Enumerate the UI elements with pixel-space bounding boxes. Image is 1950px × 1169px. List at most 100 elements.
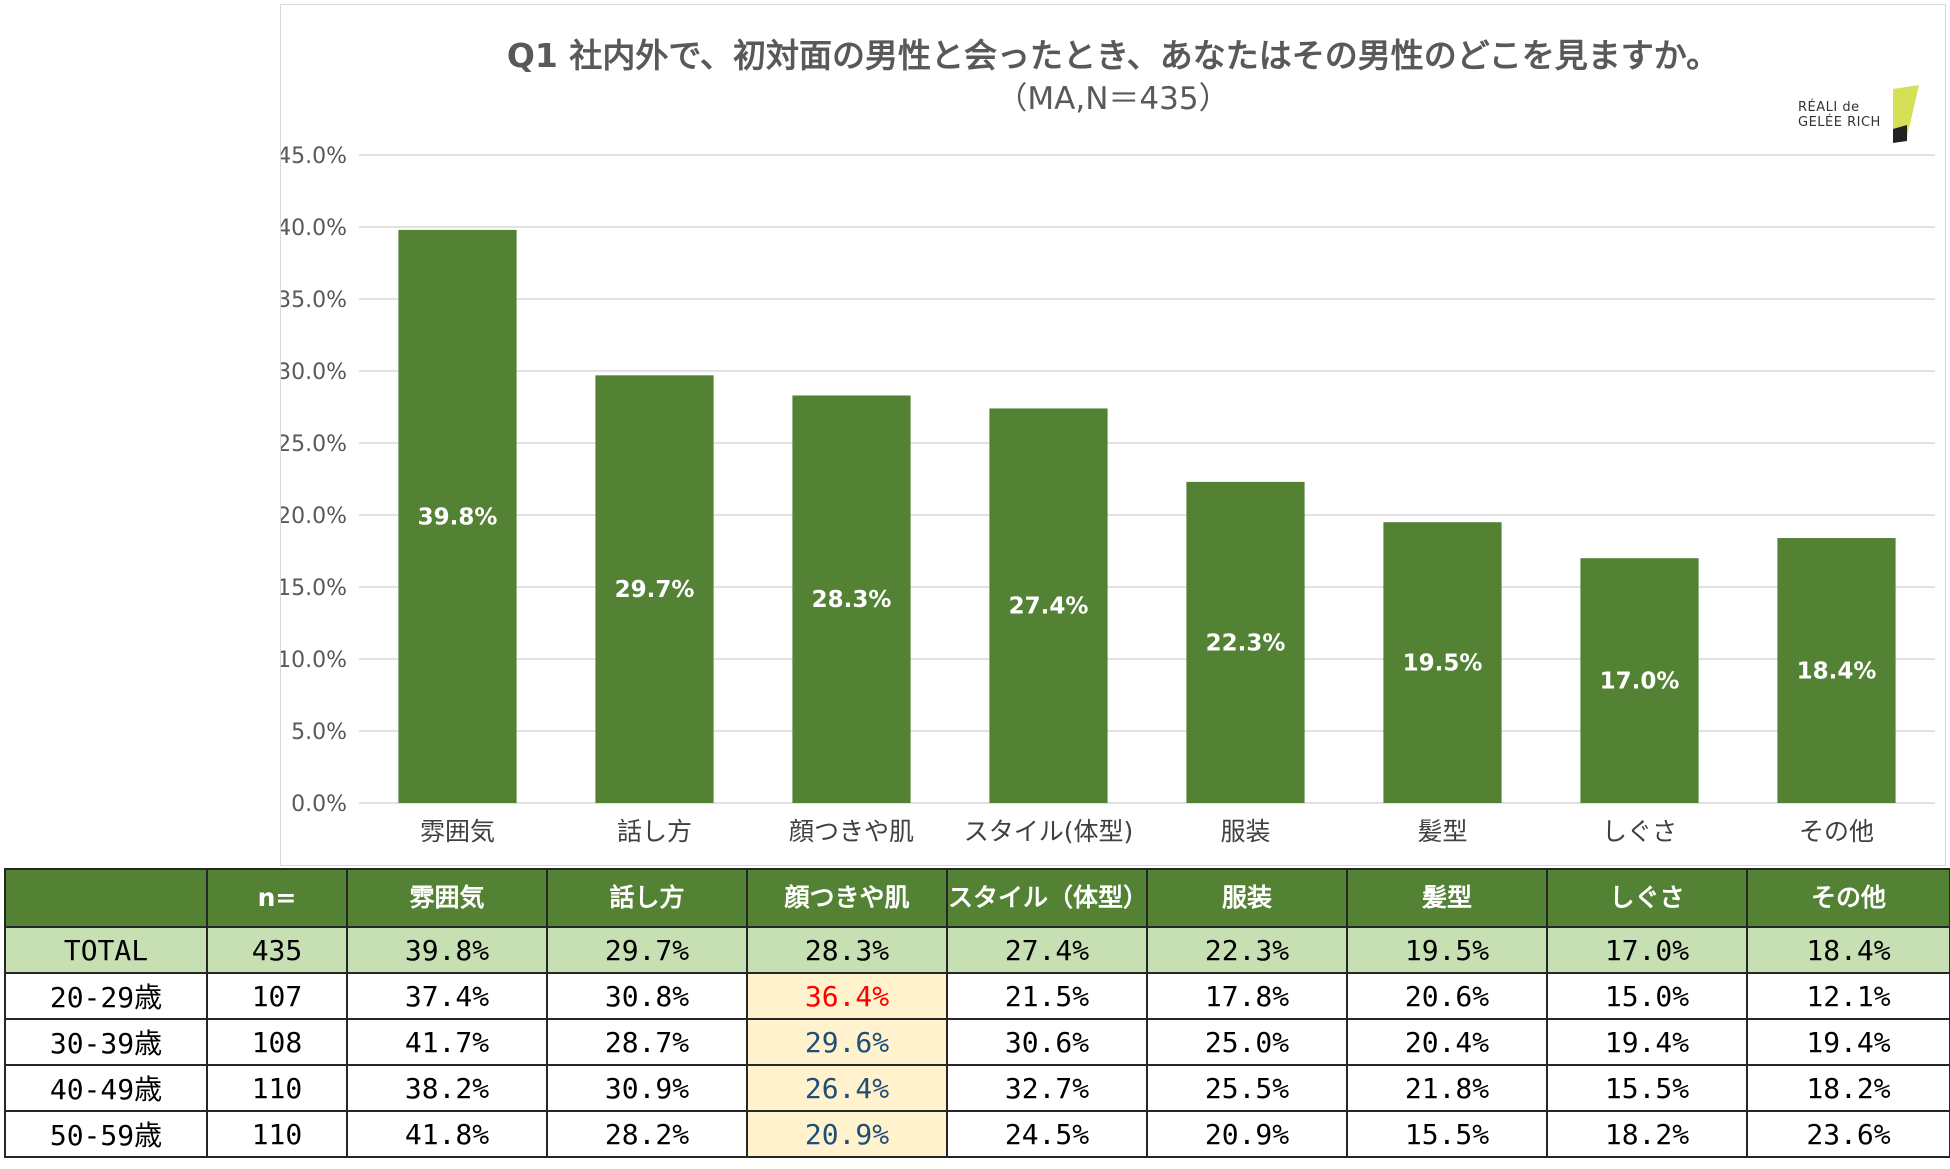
x-tick-label: 服装	[1220, 817, 1270, 846]
bar	[1580, 558, 1699, 803]
row-label: 50-59歳	[4, 1110, 208, 1158]
y-tick-label: 15.0%	[281, 576, 347, 601]
header-atmosphere: 雰囲気	[346, 868, 548, 928]
y-tick-label: 45.0%	[281, 144, 347, 169]
chart-subtitle: （MA,N＝435）	[996, 81, 1229, 117]
y-tick-label: 35.0%	[281, 288, 347, 313]
table-cell: 29.7%	[546, 926, 748, 974]
brand-logo: RÉALI de GELÉE RICH	[1798, 85, 1919, 143]
table-cell: 18.2%	[1746, 1064, 1950, 1112]
table-cell: 25.5%	[1146, 1064, 1348, 1112]
bar	[1777, 538, 1896, 803]
header-hairstyle: 髪型	[1346, 868, 1548, 928]
table-cell: 28.3%	[746, 926, 948, 974]
table-cell: 15.5%	[1546, 1064, 1748, 1112]
bar	[1186, 481, 1305, 803]
x-tick-label: しぐさ	[1602, 817, 1677, 846]
row-label: 20-29歳	[4, 972, 208, 1020]
bar-data-label: 29.7%	[615, 577, 695, 603]
table-cell: 19.4%	[1546, 1018, 1748, 1066]
data-table: n= 雰囲気 話し方 顔つきや肌 スタイル（体型） 服装 髪型 しぐさ その他 …	[4, 868, 1950, 1158]
bar	[398, 229, 517, 803]
table-cell: 18.2%	[1546, 1110, 1748, 1158]
table-cell: 24.5%	[946, 1110, 1148, 1158]
y-tick-label: 20.0%	[281, 504, 347, 529]
logo-mark-icon	[1893, 85, 1919, 141]
table-cell: 30.8%	[546, 972, 748, 1020]
bar-data-label: 27.4%	[1009, 594, 1089, 620]
table-row: 30-39歳 108 41.7% 28.7% 29.6% 30.6% 25.0% 20.4% 1…	[4, 1018, 1950, 1066]
table-row: TOTAL 435 39.8% 29.7% 28.3% 27.4% 22.3% 19.5% 17…	[4, 926, 1950, 974]
header-gestures: しぐさ	[1546, 868, 1748, 928]
y-tick-label: 10.0%	[281, 648, 347, 673]
table-cell: 20.9%	[1146, 1110, 1348, 1158]
table-cell: 39.8%	[346, 926, 548, 974]
table-cell: 110	[206, 1110, 348, 1158]
table-cell: 23.6%	[1746, 1110, 1950, 1158]
table-cell: 18.4%	[1746, 926, 1950, 974]
table-cell: 21.8%	[1346, 1064, 1548, 1112]
table-cell: 30.6%	[946, 1018, 1148, 1066]
x-tick-label: 雰囲気	[420, 817, 495, 846]
table-cell: 36.4%	[746, 972, 948, 1020]
logo-line2: GELÉE RICH	[1798, 114, 1881, 130]
table-cell: 41.7%	[346, 1018, 548, 1066]
table-cell: 27.4%	[946, 926, 1148, 974]
header-style: スタイル（体型）	[946, 868, 1148, 928]
y-tick-label: 40.0%	[281, 216, 347, 241]
table-cell: 32.7%	[946, 1064, 1148, 1112]
table-cell: 15.0%	[1546, 972, 1748, 1020]
chart-panel: Q1 社内外で、初対面の男性と会ったとき、あなたはその男性のどこを見ますか。 （…	[280, 4, 1946, 866]
table-cell: 108	[206, 1018, 348, 1066]
table-row: 40-49歳 110 38.2% 30.9% 26.4% 32.7% 25.5% 21.8% 1…	[4, 1064, 1950, 1112]
x-tick-label: その他	[1799, 817, 1874, 846]
bar-data-label: 19.5%	[1403, 651, 1483, 677]
header-other: その他	[1746, 868, 1950, 928]
chart-title: Q1 社内外で、初対面の男性と会ったとき、あなたはその男性のどこを見ますか。	[507, 36, 1719, 75]
header-n: n=	[206, 868, 348, 928]
bar	[792, 395, 911, 803]
table-cell: 26.4%	[746, 1064, 948, 1112]
table-cell: 12.1%	[1746, 972, 1950, 1020]
table-cell: 15.5%	[1346, 1110, 1548, 1158]
x-tick-label: 話し方	[617, 817, 692, 846]
table-cell: 30.9%	[546, 1064, 748, 1112]
table-cell: 41.8%	[346, 1110, 548, 1158]
x-tick-label: 髪型	[1417, 817, 1467, 846]
logo-cap-icon	[1893, 125, 1907, 143]
header-speech: 話し方	[546, 868, 748, 928]
table-row: 20-29歳 107 37.4% 30.8% 36.4% 21.5% 17.8% 20.6% 1…	[4, 972, 1950, 1020]
table-cell: 19.4%	[1746, 1018, 1950, 1066]
bar	[989, 408, 1108, 803]
y-tick-label: 0.0%	[291, 792, 347, 817]
table-cell: 29.6%	[746, 1018, 948, 1066]
table-cell: 38.2%	[346, 1064, 548, 1112]
row-label: 40-49歳	[4, 1064, 208, 1112]
y-tick-label: 30.0%	[281, 360, 347, 385]
table-cell: 25.0%	[1146, 1018, 1348, 1066]
table-cell: 20.9%	[746, 1110, 948, 1158]
bar-data-label: 39.8%	[418, 504, 498, 530]
bars: 39.8% 雰囲気 29.7% 話し方 28.3% 顔つきや肌 27.4% スタイル(体型) 2…	[398, 229, 1896, 846]
x-tick-label: 顔つきや肌	[789, 817, 914, 846]
table-cell: 17.8%	[1146, 972, 1348, 1020]
table-row: 50-59歳 110 41.8% 28.2% 20.9% 24.5% 20.9% 15.5% 1…	[4, 1110, 1950, 1158]
bar-data-label: 18.4%	[1797, 659, 1877, 685]
header-corner	[4, 868, 208, 928]
row-label: TOTAL	[4, 926, 208, 974]
bar	[595, 375, 714, 803]
table-cell: 22.3%	[1146, 926, 1348, 974]
table-cell: 28.2%	[546, 1110, 748, 1158]
table-cell: 20.6%	[1346, 972, 1548, 1020]
logo-line1: RÉALI de	[1798, 99, 1860, 115]
header-face-skin: 顔つきや肌	[746, 868, 948, 928]
y-tick-label: 25.0%	[281, 432, 347, 457]
table-cell: 107	[206, 972, 348, 1020]
row-label: 30-39歳	[4, 1018, 208, 1066]
table-cell: 28.7%	[546, 1018, 748, 1066]
bar-data-label: 17.0%	[1600, 669, 1680, 695]
bar-data-label: 28.3%	[812, 587, 892, 613]
y-tick-label: 5.0%	[291, 720, 347, 745]
x-tick-label: スタイル(体型)	[964, 817, 1134, 846]
table-cell: 110	[206, 1064, 348, 1112]
